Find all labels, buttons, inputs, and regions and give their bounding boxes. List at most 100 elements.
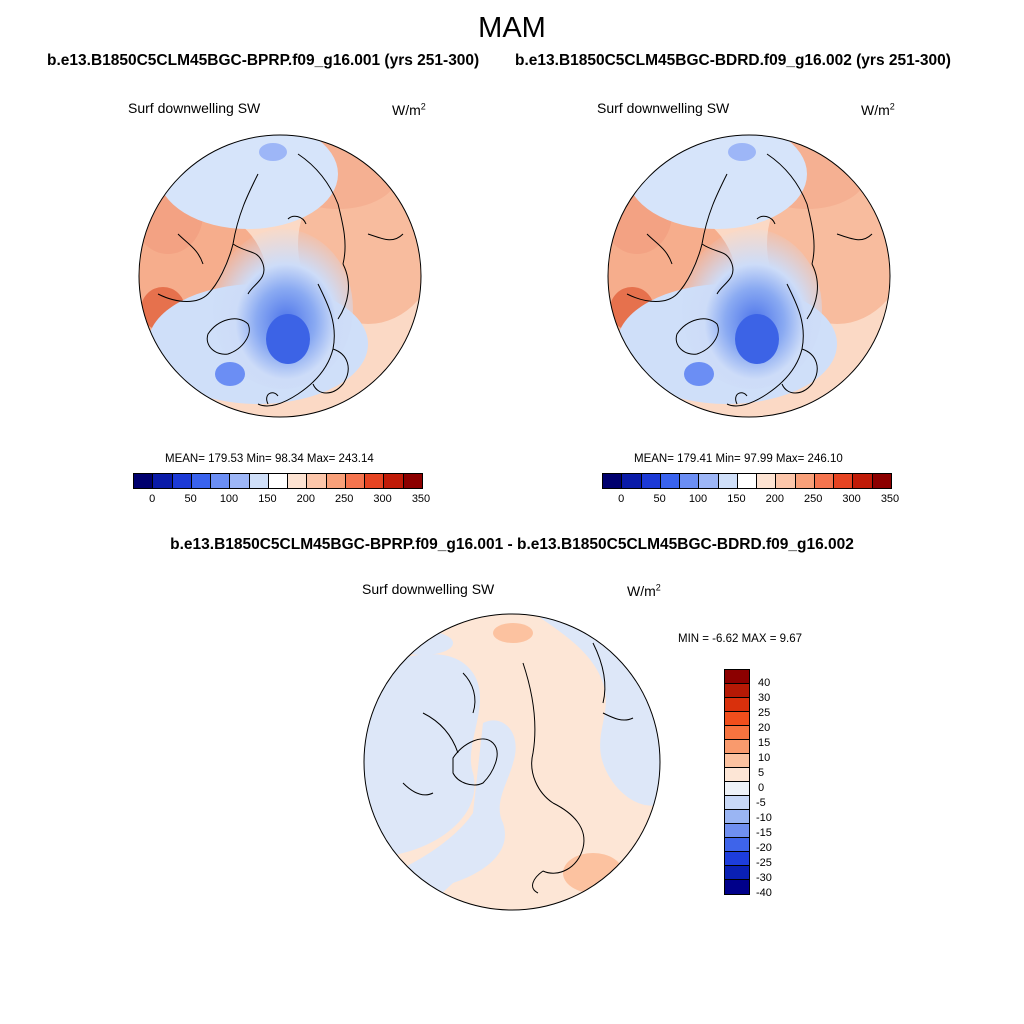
colorbar-swatch [725, 852, 749, 866]
colorbar-tick-label: 350 [411, 493, 431, 505]
colorbar-swatch [134, 474, 154, 488]
run-title-right: b.e13.B1850C5CLM45BGC-BDRD.f09_g16.002 (… [515, 52, 951, 69]
colorbar-tick-label: 10 [758, 752, 771, 764]
arctic-low [682, 229, 822, 389]
colorbar-tick-label: 0 [149, 493, 156, 505]
colorbar-tick-label: 5 [758, 767, 765, 779]
colorbar-difference [724, 669, 750, 895]
colorbar-left [133, 473, 423, 489]
colorbar-swatch [725, 768, 749, 782]
stats-diff: MIN = -6.62 MAX = 9.67 [678, 633, 803, 645]
colorbar-swatch [718, 474, 738, 488]
units-label-right: W/m2 [861, 101, 895, 118]
colorbar-tick-label: 0 [758, 782, 765, 794]
map-boundary [138, 134, 422, 418]
colorbar-swatch [172, 474, 192, 488]
colorbar-tick-label: -25 [756, 857, 772, 869]
colorbar-swatch [699, 474, 719, 488]
cool-patch-top [728, 143, 756, 161]
colorbar-swatch [268, 474, 289, 488]
stats-right: MEAN= 179.41 Min= 97.99 Max= 246.10 [634, 453, 843, 465]
colorbar-tick-label: -40 [756, 887, 772, 899]
colorbar-tick-label: 100 [219, 493, 239, 505]
colorbar-tick-label: 100 [688, 493, 708, 505]
colorbar-swatch [641, 474, 661, 488]
colorbar-swatch [725, 824, 749, 838]
negative-patch-top [393, 631, 453, 655]
colorbar-swatch [384, 474, 404, 488]
colorbar-swatch [795, 474, 815, 488]
positive-patch-south [563, 853, 623, 893]
colorbar-tick-label: 300 [373, 493, 392, 505]
colorbar-tick-label: 200 [296, 493, 315, 505]
colorbar-tick-label: 50 [184, 493, 197, 505]
main-title: MAM [478, 12, 546, 44]
colorbar-swatch [230, 474, 250, 488]
colorbar-swatch [288, 474, 308, 488]
colorbar-swatch [776, 474, 796, 488]
colorbar-swatch [725, 866, 749, 880]
polar-map-left [138, 134, 422, 418]
colorbar-tick-label: 50 [653, 493, 666, 505]
colorbar-swatch [725, 712, 749, 726]
coastlines-diff [402, 642, 634, 894]
colorbar-tick-label: -30 [756, 872, 772, 884]
colorbar-swatch [725, 740, 749, 754]
cool-patch [215, 362, 245, 386]
colorbar-swatch [326, 474, 346, 488]
map-boundary [607, 134, 891, 418]
colorbar-swatch [153, 474, 173, 488]
cool-region-north [158, 135, 338, 229]
colorbar-swatch [725, 684, 749, 698]
colorbar-swatch [757, 474, 777, 488]
cool-patch [684, 362, 714, 386]
variable-label-right: Surf downwelling SW [597, 100, 730, 116]
colorbar-tick-label: 30 [758, 692, 771, 704]
colorbar-ticks-left: 0 50 100 150 200 250 300 350 [133, 493, 430, 507]
variable-label-diff: Surf downwelling SW [362, 581, 495, 597]
negative-diff-center [364, 720, 516, 910]
cool-region-north [627, 135, 807, 229]
colorbar-swatch [725, 838, 749, 852]
colorbar-swatch [853, 474, 873, 488]
colorbar-swatch [725, 670, 749, 684]
colorbar-tick-label: -15 [756, 827, 772, 839]
positive-patch-north [493, 623, 533, 643]
colorbar-swatch [872, 474, 891, 488]
colorbar-right [602, 473, 892, 489]
coastlines [626, 153, 873, 407]
colorbar-tick-label: 350 [880, 493, 900, 505]
cool-patch-top [259, 143, 287, 161]
colorbar-swatch [603, 474, 623, 488]
arctic-min-core [266, 314, 310, 364]
colorbar-tick-label: 15 [758, 737, 771, 749]
colorbar-swatch [725, 698, 749, 712]
negative-diff-west [364, 654, 481, 868]
colorbar-swatch [737, 474, 758, 488]
colorbar-swatch [622, 474, 642, 488]
stats-left: MEAN= 179.53 Min= 98.34 Max= 243.14 [165, 453, 374, 465]
colorbar-swatch [834, 474, 854, 488]
colorbar-swatch [725, 754, 749, 768]
colorbar-tick-label: 25 [758, 707, 771, 719]
variable-label-left: Surf downwelling SW [128, 100, 261, 116]
colorbar-swatch [725, 880, 749, 894]
colorbar-swatch [345, 474, 366, 488]
colorbar-tick-label: 20 [758, 722, 771, 734]
colorbar-swatch [814, 474, 835, 488]
difference-title: b.e13.B1850C5CLM45BGC-BPRP.f09_g16.001 -… [170, 536, 854, 553]
colorbar-tick-label: 200 [765, 493, 784, 505]
colorbar-tick-label: 250 [335, 493, 354, 505]
colorbar-tick-label: 300 [842, 493, 861, 505]
map-boundary [363, 613, 661, 911]
colorbar-swatch [307, 474, 327, 488]
polar-map-difference [363, 613, 661, 911]
colorbar-swatch [403, 474, 422, 488]
colorbar-ticks-right: 0 50 100 150 200 250 300 350 [602, 493, 899, 507]
colorbar-tick-label: -20 [756, 842, 772, 854]
colorbar-tick-label: 0 [618, 493, 625, 505]
colorbar-swatch [680, 474, 700, 488]
units-label-left: W/m2 [392, 101, 426, 118]
colorbar-swatch [725, 726, 749, 740]
polar-map-right [607, 134, 891, 418]
